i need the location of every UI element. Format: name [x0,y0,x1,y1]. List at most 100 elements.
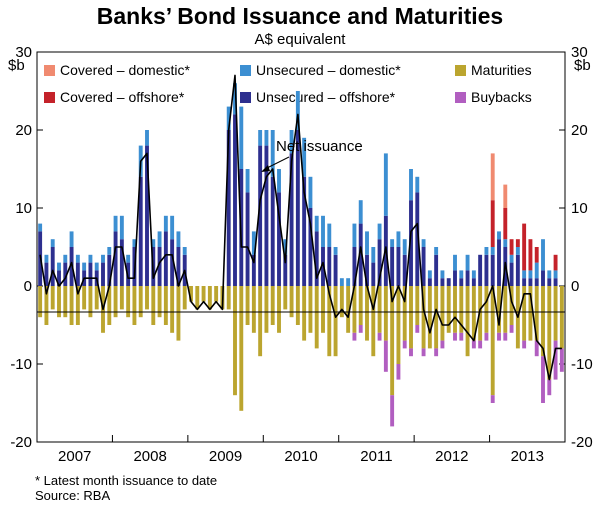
bar-maturities [226,286,231,310]
bar-maturities [484,286,489,333]
bar-cov-off [509,239,514,255]
bar-uns-dom [69,231,74,247]
bar-uns-off [283,254,288,286]
bar-maturities [113,286,118,318]
bar-uns-off [50,247,55,286]
legend-swatch-unsecured-domestic [240,65,251,76]
bar-maturities [157,286,162,318]
bar-uns-off [390,247,395,286]
bar-cov-off [528,239,533,271]
bar-buybacks [471,340,476,349]
y-tick-label-right: 30 [571,44,588,61]
legend-label-maturities: Maturities [471,62,532,78]
bar-uns-dom [547,270,552,279]
bar-uns-off [333,254,338,286]
bar-buybacks [409,348,413,357]
bar-maturities [44,286,49,325]
bar-buybacks [559,348,564,372]
x-year-label: 2008 [133,448,166,465]
bar-uns-dom [50,239,55,247]
bar-uns-dom [126,254,131,263]
bar-uns-dom [239,106,244,169]
bar-maturities [50,286,55,310]
bar-maturities [283,286,288,310]
bar-uns-dom [264,130,269,146]
bar-uns-off [515,254,520,286]
bar-maturities [358,286,363,325]
bar-uns-off [245,192,250,286]
bar-cov-off [503,208,508,240]
bar-uns-dom [176,231,181,247]
bar-uns-dom [44,254,49,263]
bar-buybacks [503,332,508,341]
bar-uns-dom [396,231,401,247]
bar-uns-dom [75,254,80,263]
bar-uns-dom [245,169,250,193]
bar-maturities [88,286,93,318]
bar-maturities [201,286,206,302]
bar-buybacks [453,332,457,341]
bar-uns-off [522,278,527,286]
bar-maturities [94,286,99,310]
bar-uns-off [465,270,470,286]
bar-maturities [151,286,156,325]
bar-uns-off [277,192,281,286]
bar-uns-dom [321,215,325,247]
bar-uns-dom [94,262,99,271]
bar-uns-off [528,278,533,286]
bar-uns-dom [283,239,288,255]
bar-uns-dom [251,231,256,255]
bar-maturities [503,286,508,333]
x-year-label: 2011 [360,448,392,465]
bar-maturities [509,286,514,325]
legend-swatch-buybacks [455,92,466,103]
bar-uns-off [509,262,514,286]
bar-uns-off [107,254,112,286]
bar-uns-dom [497,231,501,240]
bar-maturities [528,286,533,341]
bar-uns-dom [453,254,457,271]
bar-uns-off [233,114,237,287]
bar-maturities [427,286,432,349]
bar-maturities [440,286,445,341]
bar-uns-off [75,262,80,286]
bar-buybacks [396,364,401,380]
bar-uns-dom [333,247,338,255]
bar-buybacks [415,325,420,333]
bar-uns-off [157,247,162,286]
bar-maturities [390,286,395,396]
bar-uns-dom [383,153,388,216]
y-tick-label-left: 30 [15,44,32,61]
bar-maturities [478,286,483,341]
bar-maturities [547,286,552,380]
bar-buybacks [478,340,483,349]
footnote: * Latest month issuance to date [35,473,217,488]
legend-label-covered-domestic: Covered – domestic* [60,62,191,78]
bar-maturities [295,286,300,325]
legend-label-unsecured-domestic: Unsecured – domestic* [256,62,401,78]
bar-uns-dom [308,176,313,208]
bar-uns-off [459,278,464,286]
bar-cov-off [515,239,520,247]
bar-uns-off [427,278,432,286]
left-unit-label: $b [8,57,25,74]
bar-maturities [522,286,527,341]
net-issuance-annotation: Net issuance [276,138,363,155]
bar-maturities [553,286,558,341]
bar-uns-dom [427,270,432,279]
legend-swatch-maturities [455,65,466,76]
legend-swatch-covered-offshore [44,92,55,103]
bar-uns-dom [258,130,263,146]
bar-uns-off [176,247,181,286]
bar-uns-dom [509,254,514,263]
bar-uns-off [421,247,426,286]
bar-maturities [189,286,193,302]
bar-buybacks [434,348,439,357]
bar-maturities [239,286,244,411]
bar-maturities [251,286,256,333]
bar-maturities [541,286,545,357]
bar-maturities [138,286,143,318]
bar-buybacks [358,325,363,333]
bar-uns-off [302,176,307,286]
y-tick-label-right: 20 [571,122,588,139]
